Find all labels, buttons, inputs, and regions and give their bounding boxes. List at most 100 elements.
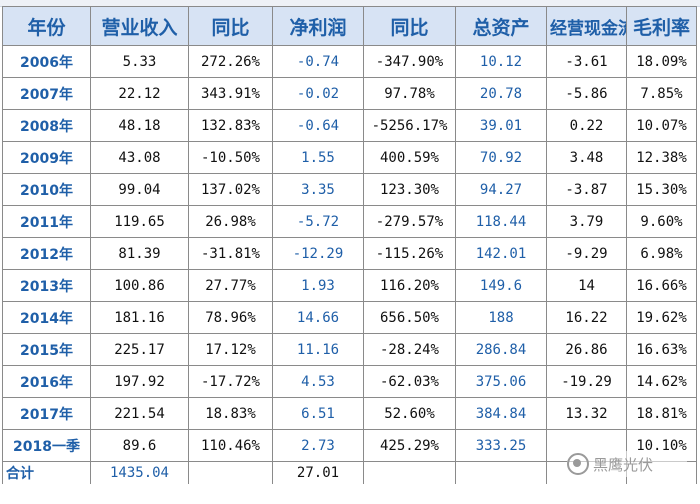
table-cell: 16.22 — [546, 301, 627, 334]
table-cell: 286.84 — [455, 333, 547, 366]
table-cell: 2007年 — [2, 77, 91, 110]
table-cell: 16.66% — [626, 269, 697, 302]
table-cell: 3.48 — [546, 141, 627, 174]
table-cell: 333.25 — [455, 429, 547, 462]
table-cell: -0.74 — [272, 45, 364, 78]
table-cell: 2008年 — [2, 109, 91, 142]
table-cell: 118.44 — [455, 205, 547, 238]
table-cell: 81.39 — [90, 237, 189, 270]
total-label: 合计 — [2, 461, 91, 484]
table-cell: 39.01 — [455, 109, 547, 142]
table-cell: 94.27 — [455, 173, 547, 206]
table-cell: 5.33 — [90, 45, 189, 78]
table-cell: -9.29 — [546, 237, 627, 270]
table-cell: -5.72 — [272, 205, 364, 238]
table-cell: 2015年 — [2, 333, 91, 366]
table-cell: 26.86 — [546, 333, 627, 366]
table-cell: -5.86 — [546, 77, 627, 110]
table-cell: 2016年 — [2, 365, 91, 398]
table-row: 2018一季 89.6 110.46% 2.73 425.29% 333.25 10.10% — [2, 429, 697, 462]
table-row: 2006年 5.33 272.26% -0.74 -347.90% 10.12 -3.61 1… — [2, 45, 697, 78]
table-cell: 656.50% — [363, 301, 456, 334]
table-row: 2010年 99.04 137.02% 3.35 123.30% 94.27 -3.87 15… — [2, 173, 697, 206]
table-cell: 7.85% — [626, 77, 697, 110]
table-row: 2011年 119.65 26.98% -5.72 -279.57% 118.44 3.79… — [2, 205, 697, 238]
table-row: 2008年 48.18 132.83% -0.64 -5256.17% 39.01 0.22… — [2, 109, 697, 142]
table-cell: 14.62% — [626, 365, 697, 398]
table-cell: -3.87 — [546, 173, 627, 206]
table-cell: 10.12 — [455, 45, 547, 78]
table-cell: 19.62% — [626, 301, 697, 334]
table-cell: 22.12 — [90, 77, 189, 110]
table-cell: 14 — [546, 269, 627, 302]
table-row: 2017年 221.54 18.83% 6.51 52.60% 384.84 13.32 18… — [2, 397, 697, 430]
table-cell: -5256.17% — [363, 109, 456, 142]
table-cell: 70.92 — [455, 141, 547, 174]
table-cell: 2018一季 — [2, 429, 91, 462]
table-cell: 375.06 — [455, 365, 547, 398]
table-cell: 2012年 — [2, 237, 91, 270]
table-row: 2012年 81.39 -31.81% -12.29 -115.26% 142.01 -9.… — [2, 237, 697, 270]
table-cell: 11.16 — [272, 333, 364, 366]
empty-cell — [455, 461, 547, 484]
table-cell: 142.01 — [455, 237, 547, 270]
header-total-assets: 总资产 — [455, 6, 547, 46]
table-cell: 181.16 — [90, 301, 189, 334]
table-cell: 20.78 — [455, 77, 547, 110]
table-cell: 18.81% — [626, 397, 697, 430]
header-revenue: 营业收入 — [90, 6, 189, 46]
table-cell: 100.86 — [90, 269, 189, 302]
table-cell: -115.26% — [363, 237, 456, 270]
table-cell: 48.18 — [90, 109, 189, 142]
table-cell: -28.24% — [363, 333, 456, 366]
table-cell: 221.54 — [90, 397, 189, 430]
table-cell: 16.63% — [626, 333, 697, 366]
table-cell: -0.02 — [272, 77, 364, 110]
table-cell: 18.09% — [626, 45, 697, 78]
table-cell: 400.59% — [363, 141, 456, 174]
table-cell: 97.78% — [363, 77, 456, 110]
table-row: 2016年 197.92 -17.72% 4.53 -62.03% 375.06 -19.2… — [2, 365, 697, 398]
table-cell: 2013年 — [2, 269, 91, 302]
table-cell: 119.65 — [90, 205, 189, 238]
table-row: 2014年 181.16 78.96% 14.66 656.50% 188 16.22 19.… — [2, 301, 697, 334]
header-operating-cash-flow: 经营现金流 — [546, 6, 627, 46]
table-cell: 149.6 — [455, 269, 547, 302]
table-cell: 52.60% — [363, 397, 456, 430]
table-cell: -279.57% — [363, 205, 456, 238]
table-cell: 6.51 — [272, 397, 364, 430]
table-cell: 1.93 — [272, 269, 364, 302]
table-cell: -3.61 — [546, 45, 627, 78]
header-revenue-yoy: 同比 — [188, 6, 273, 46]
table-cell: 4.53 — [272, 365, 364, 398]
table-row: 2007年 22.12 343.91% -0.02 97.78% 20.78 -5.86 7.… — [2, 77, 697, 110]
table-cell: 26.98% — [188, 205, 273, 238]
table-cell: 27.77% — [188, 269, 273, 302]
table-cell: 3.79 — [546, 205, 627, 238]
table-cell: -0.64 — [272, 109, 364, 142]
table-cell: 14.66 — [272, 301, 364, 334]
table-cell: 2.73 — [272, 429, 364, 462]
table-row: 2013年 100.86 27.77% 1.93 116.20% 149.6 14 16.66… — [2, 269, 697, 302]
table-cell: 12.38% — [626, 141, 697, 174]
table-cell: 15.30% — [626, 173, 697, 206]
table-cell: -62.03% — [363, 365, 456, 398]
table-cell: 2010年 — [2, 173, 91, 206]
table-cell: 6.98% — [626, 237, 697, 270]
watermark: 黑鹰光伏 — [567, 451, 687, 477]
table-cell: 425.29% — [363, 429, 456, 462]
table-row: 2009年 43.08 -10.50% 1.55 400.59% 70.92 3.48 12.… — [2, 141, 697, 174]
table-cell: 10.07% — [626, 109, 697, 142]
header-row: 年份 营业收入 同比 净利润 同比 总资产 经营现金流 毛利率 — [2, 6, 697, 46]
header-net-profit: 净利润 — [272, 6, 364, 46]
empty-cell — [188, 461, 273, 484]
table-cell: 110.46% — [188, 429, 273, 462]
header-year: 年份 — [2, 6, 91, 46]
table-cell: 197.92 — [90, 365, 189, 398]
table-cell: 2014年 — [2, 301, 91, 334]
table-cell: 17.12% — [188, 333, 273, 366]
table-cell: 2017年 — [2, 397, 91, 430]
table-cell: -347.90% — [363, 45, 456, 78]
table-cell: 123.30% — [363, 173, 456, 206]
table-cell: 2011年 — [2, 205, 91, 238]
